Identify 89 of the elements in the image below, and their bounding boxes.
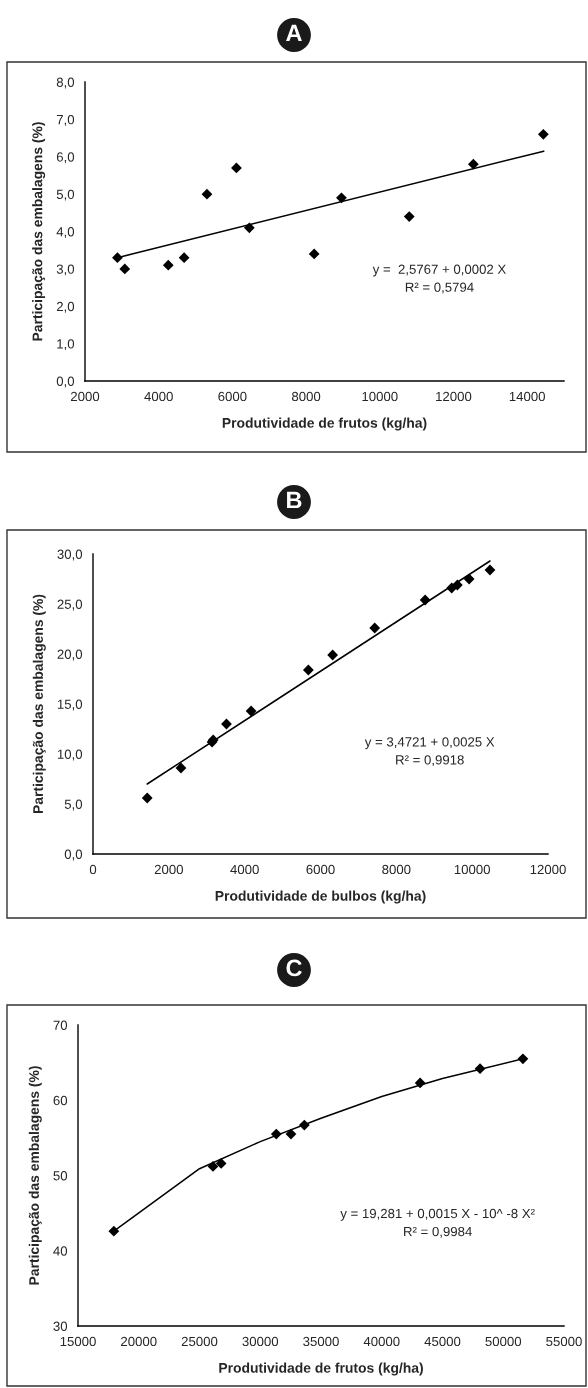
y-tick-label: 6,0	[56, 152, 75, 164]
point	[141, 792, 153, 804]
point	[162, 259, 174, 271]
y-tick-label: 10,0	[57, 749, 83, 761]
annotation: R² = 0,9984	[404, 1226, 472, 1238]
x-tick-label: 8000	[382, 864, 411, 875]
x-tick-label: 4000	[144, 391, 173, 402]
y-tick-label: 70	[53, 1020, 68, 1030]
x-tick-label: 50000	[485, 1336, 522, 1347]
x-tick-label: 30000	[242, 1336, 279, 1347]
x-tick-label: 12000	[436, 391, 472, 402]
x-tick-label: 2000	[154, 864, 183, 875]
point	[467, 158, 479, 170]
x-tick-label: 35000	[303, 1336, 339, 1347]
point	[119, 263, 131, 275]
x-tick-label: 20000	[121, 1336, 157, 1347]
annotation: R² = 0,5794	[405, 282, 474, 294]
y-axis-title: Participação das embalagens (%)	[32, 594, 46, 814]
y-tick-label: 30	[53, 1321, 68, 1331]
point	[452, 579, 463, 591]
point	[298, 1119, 310, 1131]
y-tick-label: 60	[53, 1095, 68, 1106]
y-tick-label: 25,0	[57, 599, 83, 611]
x-tick-label: 15000	[60, 1336, 96, 1347]
point	[243, 222, 255, 234]
point	[484, 564, 496, 576]
chart-title: C	[286, 959, 302, 977]
x-tick-label: 40000	[363, 1336, 400, 1347]
annotation: y = 2,5767 + 0,0002 X	[372, 264, 506, 277]
x-tick-label: 6000	[306, 864, 335, 875]
point	[245, 705, 257, 717]
chart-title: B	[287, 491, 302, 509]
point	[537, 128, 549, 140]
x-axis-title: Produtividade de frutos (kg/ha)	[219, 1362, 423, 1376]
point	[517, 1053, 529, 1065]
point	[369, 622, 381, 634]
point	[463, 573, 475, 585]
y-tick-label: 1,0	[57, 339, 75, 351]
point	[215, 1158, 227, 1169]
y-tick-label: 0,0	[64, 849, 83, 861]
point	[403, 211, 415, 222]
y-tick-label: 30,0	[57, 549, 83, 561]
y-tick-label: 40	[53, 1246, 68, 1256]
y-axis-title: Participação das embalagens (%)	[32, 122, 46, 341]
x-tick-label: 0	[89, 864, 97, 875]
point	[231, 162, 242, 174]
x-tick-label: 25000	[181, 1336, 218, 1347]
annotation: y = 19,281 + 0,0015 X - 10^ -8 X²	[340, 1208, 535, 1221]
annotation: R² = 0,9918	[396, 755, 464, 767]
x-tick-label: 14000	[509, 391, 545, 402]
point	[270, 1128, 282, 1140]
point	[201, 188, 213, 200]
y-tick-label: 4,0	[56, 227, 75, 238]
point	[112, 252, 123, 264]
x-tick-label: 12000	[530, 864, 566, 875]
point	[302, 664, 314, 676]
point	[414, 1077, 426, 1089]
y-tick-label: 5,0	[56, 189, 75, 201]
point	[327, 649, 339, 661]
y-tick-label: 50	[53, 1171, 68, 1181]
point	[336, 192, 347, 204]
point	[108, 1225, 120, 1237]
point	[178, 252, 190, 264]
y-axis-title: Participação das embalagens (%)	[28, 1066, 42, 1285]
y-tick-label: 2,0	[56, 301, 75, 313]
point	[308, 248, 320, 260]
y-tick-label: 15,0	[57, 699, 83, 711]
x-axis-title: Produtividade de frutos (kg/ha)	[222, 417, 427, 431]
x-tick-label: 6000	[218, 391, 247, 402]
y-tick-label: 20,0	[57, 649, 83, 661]
point	[474, 1063, 486, 1075]
chart-title: A	[286, 24, 302, 42]
x-tick-label: 8000	[291, 391, 321, 402]
x-tick-label: 10000	[454, 864, 490, 875]
x-tick-label: 45000	[424, 1336, 461, 1347]
y-tick-label: 5,0	[64, 799, 83, 811]
x-tick-label: 2000	[70, 391, 100, 402]
y-tick-label: 3,0	[56, 264, 75, 276]
point	[175, 762, 187, 774]
annotation: y = 3,4721 + 0,0025 X	[364, 737, 495, 750]
y-tick-label: 7,0	[56, 114, 75, 126]
point	[285, 1128, 297, 1140]
x-tick-label: 55000	[546, 1336, 582, 1347]
x-tick-label: 4000	[230, 864, 259, 875]
point	[419, 594, 431, 606]
y-tick-label: 0,0	[56, 376, 75, 388]
x-tick-label: 10000	[362, 391, 398, 402]
x-axis-title: Produtividade de bulbos (kg/ha)	[215, 890, 426, 904]
y-tick-label: 8,0	[56, 77, 75, 89]
